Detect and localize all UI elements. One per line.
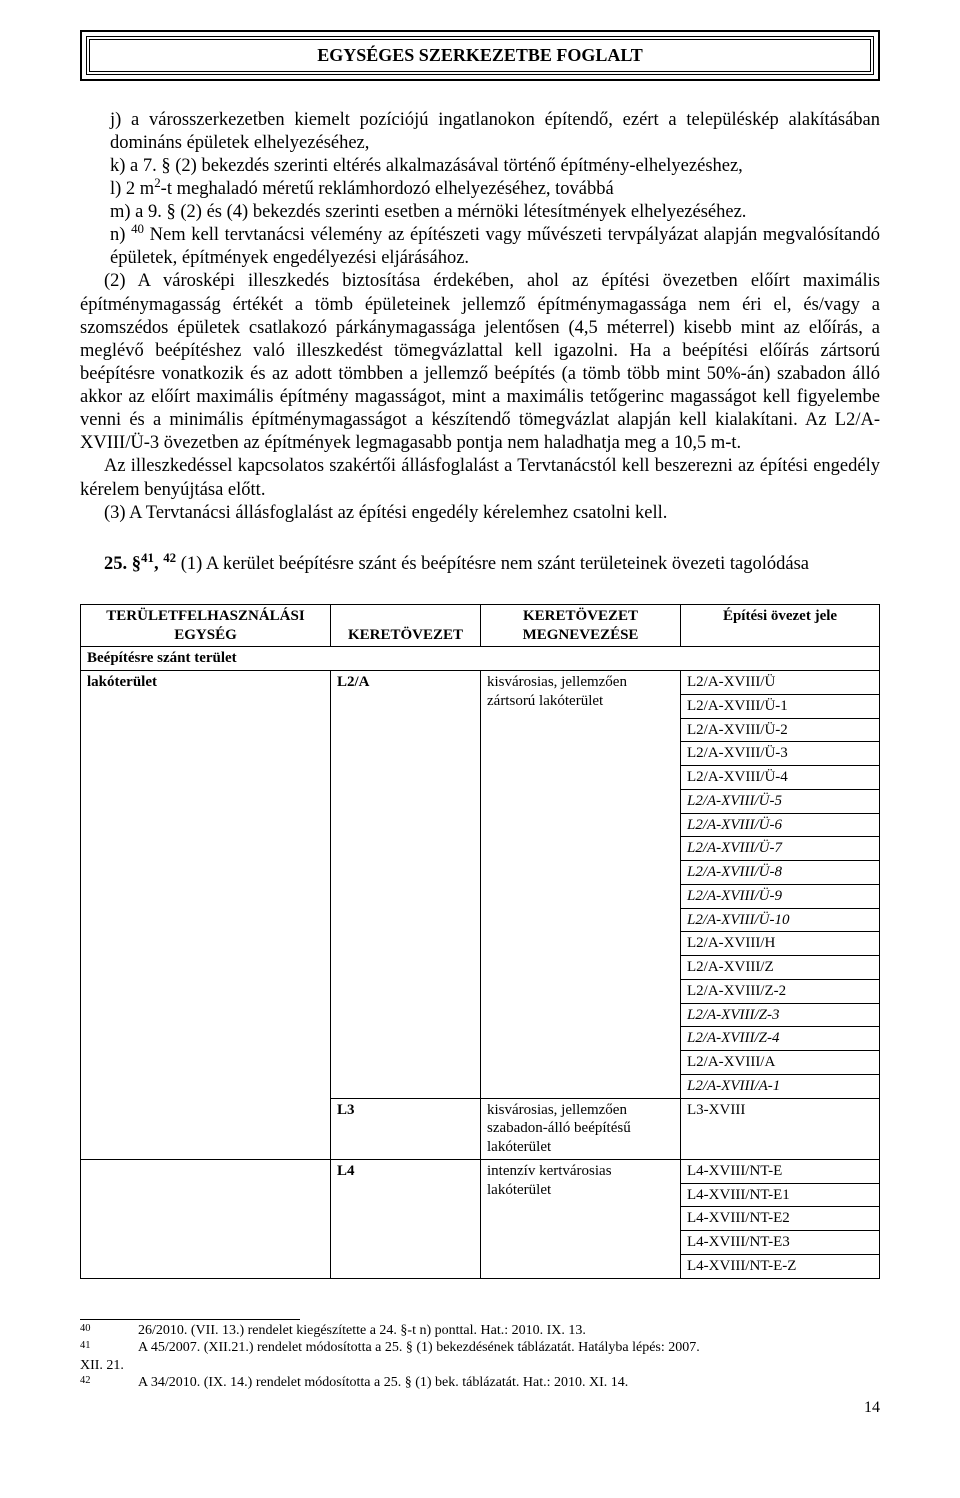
cell-zone: L2/A-XVIII/A: [681, 1051, 880, 1075]
th-framename-a: KERETÖVEZET: [487, 607, 674, 626]
cell-zone: L2/A-XVIII/Z-3: [681, 1003, 880, 1027]
item-j: j) a városszerkezetben kiemelt pozíciójú…: [110, 109, 880, 155]
cell-r3c3: intenzív kertvárosias lakóterület: [481, 1159, 681, 1278]
th-unit: TERÜLETFELHASZNÁLÁSI EGYSÉG: [81, 604, 331, 647]
table-row: lakóterület L2/A kisvárosias, jellemzően…: [81, 671, 880, 695]
th-unit-a: TERÜLETFELHASZNÁLÁSI: [87, 607, 324, 626]
item-n-pre: n): [110, 225, 131, 245]
cell-zone: L4-XVIII/NT-E1: [681, 1183, 880, 1207]
table-header-row: TERÜLETFELHASZNÁLÁSI EGYSÉG KERETÖVEZET …: [81, 604, 880, 647]
item-l-pre: l) 2 m: [110, 179, 154, 199]
cell-zone: L2/A-XVIII/Ü: [681, 671, 880, 695]
body-text: j) a városszerkezetben kiemelt pozíciójú…: [80, 109, 880, 576]
fn-text: 26/2010. (VII. 13.) rendelet kiegészítet…: [102, 1322, 880, 1340]
header-frame: EGYSÉGES SZERKEZETBE FOGLALT: [80, 30, 880, 81]
cell-zone: L4-XVIII/NT-E-Z: [681, 1254, 880, 1278]
item-l: l) 2 m2-t meghaladó méretű reklámhordozó…: [110, 178, 880, 201]
cell-zone: L2/A-XVIII/H: [681, 932, 880, 956]
cell-zone: L2/A-XVIII/A-1: [681, 1074, 880, 1098]
footnotes: 40 26/2010. (VII. 13.) rendelet kiegészí…: [80, 1322, 880, 1392]
item-n: n) 40 Nem kell tervtanácsi vélemény az é…: [110, 224, 880, 270]
footnote-40: 40 26/2010. (VII. 13.) rendelet kiegészí…: [80, 1322, 880, 1340]
s25-mid: ,: [154, 554, 163, 574]
cell-zone: L2/A-XVIII/Ü-5: [681, 789, 880, 813]
footnote-41b: XII. 21.: [80, 1357, 880, 1375]
item-k: k) a 7. § (2) bekezdés szerinti eltérés …: [110, 155, 880, 178]
cell-zone: L2/A-XVIII/Z: [681, 956, 880, 980]
zone-table-cont: L4 intenzív kertvárosias lakóterület L4-…: [80, 1159, 880, 1279]
th-zonecode: Építési övezet jele: [681, 604, 880, 647]
fn-num: 41: [80, 1339, 102, 1357]
s25-label: 25. §: [104, 554, 141, 574]
para-2b: Az illeszkedéssel kapcsolatos szakértői …: [80, 455, 880, 501]
th-frame: KERETÖVEZET: [331, 604, 481, 647]
cell-r3c2: L4: [331, 1159, 481, 1278]
s25-sup2: 42: [163, 550, 176, 565]
th-unit-b: EGYSÉG: [87, 626, 324, 645]
cell-zone: L4-XVIII/NT-E: [681, 1159, 880, 1183]
para-2: (2) A városképi illeszkedés biztosítása …: [80, 270, 880, 455]
cell-zone: L4-XVIII/NT-E2: [681, 1207, 880, 1231]
item-m: m) a 9. § (2) és (4) bekezdés szerinti e…: [110, 201, 880, 224]
s25-sup1: 41: [141, 550, 154, 565]
cell-r1c3: kisvárosias, jellemzően zártsorú lakóter…: [481, 671, 681, 1099]
list-block: j) a városszerkezetben kiemelt pozíciójú…: [80, 109, 880, 271]
cell-zone: L2/A-XVIII/Z-2: [681, 979, 880, 1003]
cell-zone: L2/A-XVIII/Ü-7: [681, 837, 880, 861]
cell-r2c2: L3: [331, 1098, 481, 1159]
item-l-post: -t meghaladó méretű reklámhordozó elhely…: [161, 179, 614, 199]
cell-r1c2: L2/A: [331, 671, 481, 1099]
para-3: (3) A Tervtanácsi állásfoglalást az épít…: [80, 502, 880, 525]
cell-empty: [81, 1159, 331, 1278]
zone-table: TERÜLETFELHASZNÁLÁSI EGYSÉG KERETÖVEZET …: [80, 604, 880, 1160]
cell-zone: L2/A-XVIII/Ü-6: [681, 813, 880, 837]
section-25: 25. §41, 42 (1) A kerület beépítésre szá…: [80, 553, 880, 576]
cell-zone: L2/A-XVIII/Ü-9: [681, 884, 880, 908]
table-row: Beépítésre szánt terület: [81, 647, 880, 671]
fn-text: A 34/2010. (IX. 14.) rendelet módosított…: [102, 1374, 880, 1392]
table-row: L4 intenzív kertvárosias lakóterület L4-…: [81, 1159, 880, 1183]
item-n-sup: 40: [131, 221, 144, 236]
item-n-post: Nem kell tervtanácsi vélemény az építész…: [110, 225, 880, 268]
cell-zone: L2/A-XVIII/Ü-1: [681, 694, 880, 718]
cell-zone: L2/A-XVIII/Ü-8: [681, 861, 880, 885]
page-number: 14: [80, 1398, 880, 1418]
cell-r1c1: lakóterület: [81, 671, 331, 1160]
cell-r2c3: kisvárosias, jellemzően szabadon-álló be…: [481, 1098, 681, 1159]
fn-num: 40: [80, 1322, 102, 1340]
cell-zone: L2/A-XVIII/Ü-3: [681, 742, 880, 766]
header-title: EGYSÉGES SZERKEZETBE FOGLALT: [86, 36, 874, 75]
cell-zone: L4-XVIII/NT-E3: [681, 1231, 880, 1255]
cell-zone: L2/A-XVIII/Ü-4: [681, 766, 880, 790]
cell-zone: L2/A-XVIII/Ü-2: [681, 718, 880, 742]
fn-num: 42: [80, 1374, 102, 1392]
footnote-42: 42 A 34/2010. (IX. 14.) rendelet módosít…: [80, 1374, 880, 1392]
s25-post: (1) A kerület beépítésre szánt és beépít…: [176, 554, 809, 574]
cell-zone: L2/A-XVIII/Ü-10: [681, 908, 880, 932]
cell-zone: L2/A-XVIII/Z-4: [681, 1027, 880, 1051]
cell-zone: L3-XVIII: [681, 1098, 880, 1159]
span-row: Beépítésre szánt terület: [81, 647, 880, 671]
footnote-41: 41 A 45/2007. (XII.21.) rendelet módosít…: [80, 1339, 880, 1357]
th-framename-b: MEGNEVEZÉSE: [487, 626, 674, 645]
th-framename: KERETÖVEZET MEGNEVEZÉSE: [481, 604, 681, 647]
fn-text: A 45/2007. (XII.21.) rendelet módosított…: [102, 1339, 880, 1357]
